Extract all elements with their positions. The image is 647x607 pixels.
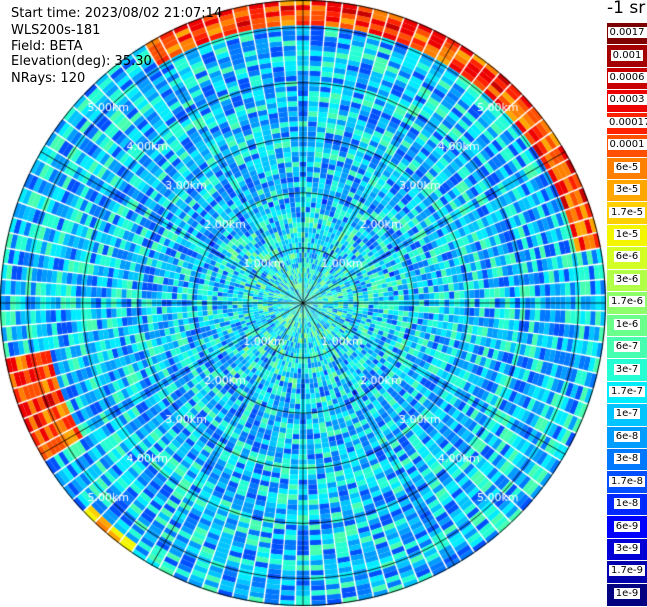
colorbar-tick-label: 3e-7	[613, 363, 641, 375]
start-time-label: Start time: 2023/08/02 21:07:14	[11, 6, 223, 21]
colorbar-tick-label: 1.7e-8	[608, 475, 646, 487]
ppi-scan-plot	[0, 0, 607, 607]
elevation-label: Elevation(deg): 35.30	[11, 54, 152, 69]
colorbar-tick-label: 1.7e-9	[608, 565, 646, 577]
colorbar-tick-label: 0.0001	[607, 139, 647, 151]
colorbar-tick-label: 1e-7	[613, 408, 641, 420]
colorbar-tick-label: 1.7e-5	[608, 206, 646, 218]
colorbar-tick-label: 3e-6	[613, 273, 641, 285]
colorbar-tick-label: 6e-6	[613, 251, 641, 263]
colorbar-tick-label: 3e-8	[613, 453, 641, 465]
colorbar-tick-label: 0.0006	[607, 72, 647, 84]
colorbar-tick-label: 0.0003	[607, 94, 647, 106]
colorbar-tick-label: 1e-9	[613, 587, 641, 599]
colorbar-tick-label: 1e-8	[613, 498, 641, 510]
device-label: WLS200s-181	[11, 23, 101, 38]
colorbar-tick-label: 1.7e-6	[608, 296, 646, 308]
colorbar-unit: -1 sr	[607, 0, 646, 18]
colorbar-tick-label: 0.0017	[607, 27, 647, 39]
field-label: Field: BETA	[11, 39, 83, 54]
nrays-label: NRays: 120	[11, 71, 86, 86]
colorbar-tick-label: 3e-9	[613, 542, 641, 554]
colorbar-tick-label: 0.00017	[607, 116, 647, 128]
colorbar-tick-label: 6e-8	[613, 430, 641, 442]
colorbar-tick-label: 1e-6	[613, 318, 641, 330]
colorbar-tick-label: 6e-7	[613, 341, 641, 353]
colorbar-tick-label: 6e-9	[613, 520, 641, 532]
colorbar-tick-label: 0.001	[610, 49, 644, 61]
colorbar-tick-label: 6e-5	[613, 161, 641, 173]
colorbar: 0.0017 0.001 0.0006 0.0003 0.00017 0.0001 6e-5…	[607, 22, 647, 606]
colorbar-tick-label: 1e-5	[613, 229, 641, 241]
colorbar-tick-label: 1.7e-7	[608, 385, 646, 397]
colorbar-tick-label: 3e-5	[613, 184, 641, 196]
